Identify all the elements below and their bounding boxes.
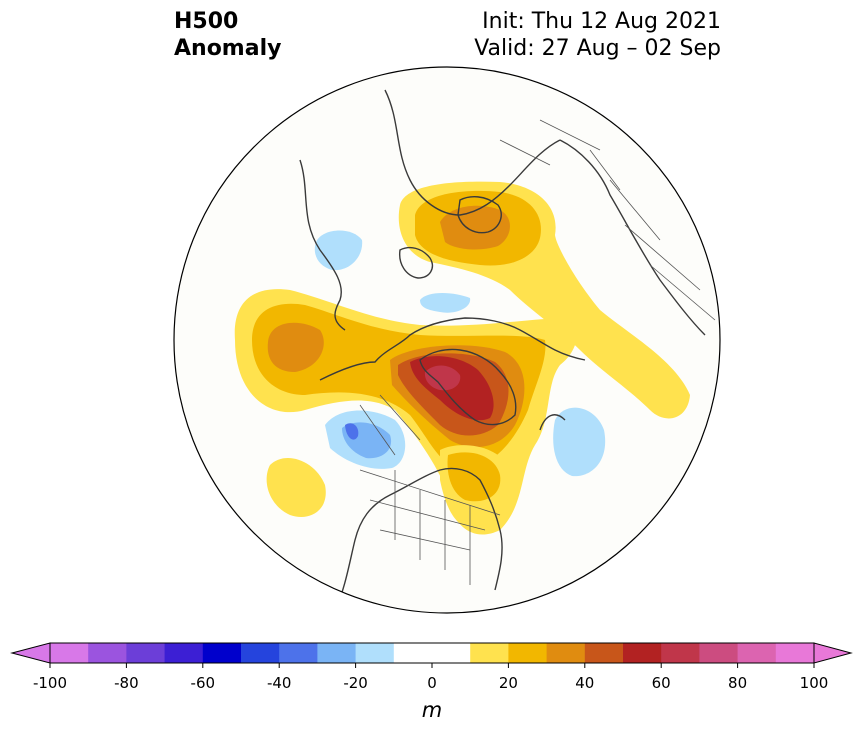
colorbar-cell xyxy=(241,643,280,663)
colorbar-tick-label: 100 xyxy=(800,674,829,692)
colorbar-cell xyxy=(202,643,242,663)
title-variable: H500 xyxy=(174,9,239,34)
title-type: Anomaly xyxy=(174,36,282,61)
colorbar-extend-max xyxy=(813,642,853,664)
colorbar-tick-label: 40 xyxy=(575,674,594,692)
colorbar-cell xyxy=(661,643,700,663)
map-boundary xyxy=(173,66,721,614)
colorbar-cell xyxy=(279,643,318,663)
colorbar-cell xyxy=(50,643,89,663)
colorbar-unit-label: m xyxy=(422,698,442,722)
colorbar-cell xyxy=(432,643,471,663)
valid-range: Valid: 27 Aug – 02 Sep xyxy=(474,36,721,61)
colorbar-tick-label: -40 xyxy=(267,674,292,692)
anomaly-negative-pacific-nw xyxy=(325,410,406,469)
colorbar-tick-label: 60 xyxy=(652,674,671,692)
polar-map xyxy=(173,66,721,614)
colorbar: -100 -80 -60 -40 -20 0 20 40 60 80 100 m xyxy=(0,635,863,732)
colorbar-cell xyxy=(737,643,777,663)
map-title: H500 Anomaly xyxy=(174,8,281,62)
colorbar-cell xyxy=(775,643,815,663)
colorbar-tick-label: 20 xyxy=(499,674,518,692)
anomaly-negative-atlantic xyxy=(553,407,606,477)
colorbar-cell xyxy=(126,643,166,663)
colorbar-cell xyxy=(164,643,204,663)
anomaly-positive-ne-america xyxy=(440,445,514,531)
anomaly-positive-barents xyxy=(398,181,690,419)
colorbar-cell xyxy=(393,643,433,663)
colorbar-cell xyxy=(470,643,509,663)
anomaly-positive-pacific-south xyxy=(266,457,326,517)
colorbar-cell xyxy=(623,643,662,663)
colorbar-cell xyxy=(88,643,127,663)
init-date: Init: Thu 12 Aug 2021 xyxy=(482,9,721,34)
coastlines xyxy=(299,89,706,611)
colorbar-tick-label: -20 xyxy=(343,674,368,692)
colorbar-cell xyxy=(317,643,357,663)
colorbar-cell xyxy=(355,643,395,663)
colorbar-extend-min xyxy=(10,642,51,664)
colorbar-tick-label: 0 xyxy=(427,674,437,692)
colorbar-cell xyxy=(508,643,548,663)
anomaly-negative-laptev xyxy=(420,293,471,313)
colorbar-tick-label: -80 xyxy=(114,674,139,692)
colorbar-cell xyxy=(546,643,586,663)
colorbar-tick-label: -60 xyxy=(191,674,216,692)
forecast-dates: Init: Thu 12 Aug 2021 Valid: 27 Aug – 02… xyxy=(474,8,721,62)
colorbar-cell xyxy=(584,643,624,663)
colorbar-cell xyxy=(699,643,739,663)
colorbar-tick-label: -100 xyxy=(33,674,67,692)
political-borders xyxy=(359,119,716,585)
colorbar-tick-label: 80 xyxy=(728,674,747,692)
